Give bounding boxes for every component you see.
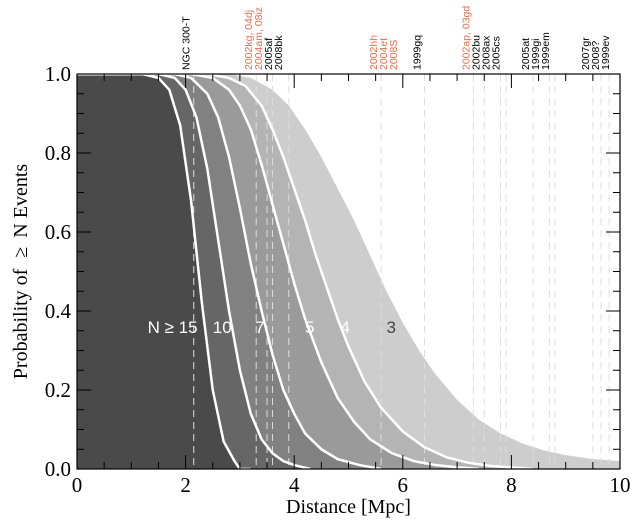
event-label: 2005af: [263, 38, 275, 70]
event-label: 2005at: [520, 38, 532, 70]
curve-label: 10: [213, 318, 232, 337]
y-tick-label: 0.6: [45, 220, 71, 244]
curve-label: 3: [387, 318, 396, 337]
event-label: 2002bu: [470, 35, 482, 70]
event-label: 2002hh: [368, 35, 380, 70]
curve-fill-0: [77, 74, 251, 469]
y-tick-label: 0.4: [45, 299, 72, 323]
curve-label: N ≥ 15: [148, 318, 198, 337]
x-tick-label: 8: [506, 473, 517, 497]
event-label: 2004et: [378, 38, 390, 70]
curve-outline-3: [77, 72, 479, 471]
curve-fills: [77, 74, 620, 469]
curve-outline-4: [77, 72, 534, 471]
x-tick-label: 2: [180, 473, 191, 497]
axes: 0 2 4 6 8 10 0.0 0.2 0.4 0.6 0.8 1.0: [45, 62, 631, 497]
event-label: 1999ev: [600, 35, 612, 70]
axis-titles: Distance [Mpc] Probability of ≥ N Events: [10, 164, 411, 518]
curve-label: 5: [305, 318, 314, 337]
y-axis-label: Probability of ≥ N Events: [10, 164, 32, 380]
event-label: 1999gq: [412, 35, 424, 70]
event-label: 2002ap, 03gd: [460, 6, 472, 70]
event-label: 2008ax: [480, 35, 492, 70]
curve-labels: N ≥ 15 10 7 5 4 3: [148, 318, 396, 337]
curve-outline-2: [77, 72, 382, 471]
event-label: 2008S: [388, 40, 400, 70]
y-axis-label-prefix: Probability of: [10, 268, 32, 379]
y-tick-label: 0.2: [45, 378, 71, 402]
curve-label: 4: [340, 318, 349, 337]
y-tick-label: 0.0: [45, 457, 71, 481]
event-label: 2002kg, 04dj: [243, 10, 255, 70]
event-label: 1999gi: [530, 38, 542, 70]
event-label: 1999em: [540, 32, 552, 70]
x-tick-label: 6: [398, 473, 409, 497]
event-label: 2005cs: [490, 36, 502, 70]
event-label: 2007gr: [580, 37, 592, 70]
y-axis-label-suffix: N Events: [10, 164, 32, 238]
x-tick-label: 0: [72, 473, 83, 497]
event-label: 2008?: [590, 41, 602, 70]
event-label: 2004am, 08iz: [253, 7, 265, 70]
x-axis-label: Distance [Mpc]: [286, 496, 411, 518]
y-axis-label-symbol: ≥: [10, 247, 32, 258]
y-tick-label: 1.0: [45, 62, 71, 86]
event-label: 2008bk: [273, 35, 285, 70]
x-tick-label: 4: [289, 473, 300, 497]
event-label: NGC 300-T: [181, 16, 193, 70]
curve-label: 7: [255, 318, 264, 337]
curve-outline-1: [77, 72, 311, 471]
x-tick-label: 10: [610, 473, 631, 497]
curve-outlines: [77, 72, 534, 471]
curve-outline-0: [77, 72, 251, 471]
y-tick-label: 0.8: [45, 141, 71, 165]
